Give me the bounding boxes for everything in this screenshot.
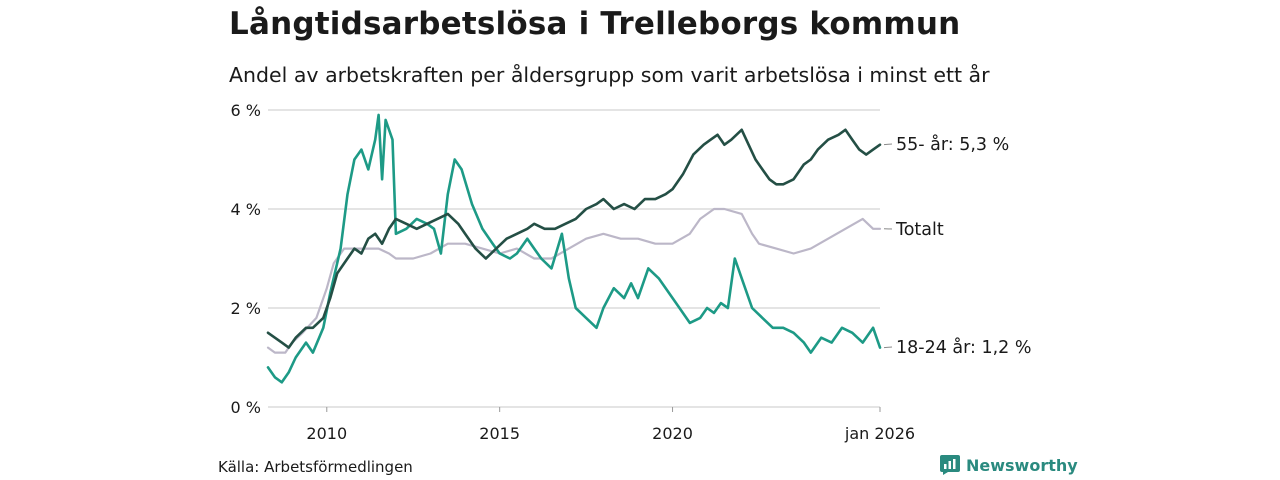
y-tick-label: 6 % xyxy=(231,101,261,120)
series-label-young: 18-24 år: 1,2 % xyxy=(896,337,1032,358)
label-leader-older xyxy=(883,143,893,146)
label-leader-young xyxy=(883,346,893,349)
source-note: Källa: Arbetsförmedlingen xyxy=(218,458,413,476)
series-line-older xyxy=(266,128,882,349)
y-tick-label: 2 % xyxy=(231,299,261,318)
x-tick-label: 2010 xyxy=(306,424,347,443)
x-tick-label: jan 2026 xyxy=(844,424,915,443)
y-tick-label: 4 % xyxy=(231,200,261,219)
series-label-total: Totalt xyxy=(895,220,944,240)
chart-title: Långtidsarbetslösa i Trelleborgs kommun xyxy=(229,6,961,42)
series-line-young xyxy=(266,113,882,384)
brand-name: Newsworthy xyxy=(966,455,1078,475)
y-tick-label: 0 % xyxy=(231,398,261,417)
newsworthy-logo-icon xyxy=(940,455,960,475)
brand-logo: Newsworthy xyxy=(940,455,1078,475)
series-label-older: 55- år: 5,3 % xyxy=(896,134,1009,155)
x-tick-label: 2020 xyxy=(652,424,693,443)
chart-subtitle: Andel av arbetskraften per åldersgrupp s… xyxy=(229,63,990,87)
x-tick-label: 2015 xyxy=(479,424,520,443)
